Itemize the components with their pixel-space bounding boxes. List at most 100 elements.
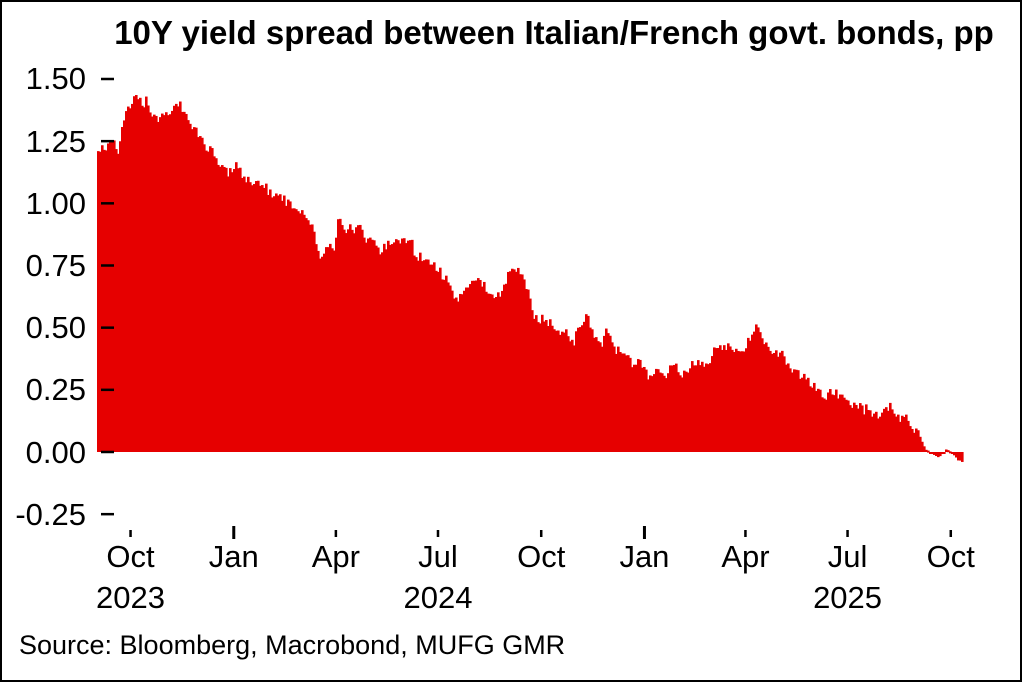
area-series-bar — [391, 244, 394, 452]
area-series-bar — [739, 351, 742, 452]
area-series-bar — [701, 361, 704, 452]
y-axis-label: 1.00 — [25, 185, 86, 221]
area-series-bar — [957, 452, 960, 461]
area-series-bar — [617, 346, 620, 452]
area-series-bar — [559, 334, 562, 452]
area-series-bar — [907, 420, 910, 452]
y-axis-label: 0.50 — [25, 310, 86, 346]
area-series-bar — [425, 259, 428, 452]
area-series-bar — [635, 364, 638, 452]
area-series-bar — [909, 426, 912, 452]
area-series-bar — [615, 353, 618, 452]
area-series-bar — [729, 346, 732, 452]
area-series-bar — [133, 96, 136, 453]
area-series-bar — [177, 106, 180, 452]
area-series-bar — [479, 279, 482, 452]
area-series-bar — [619, 351, 622, 452]
area-series-bar — [899, 421, 902, 452]
x-tick-mark — [744, 530, 747, 537]
area-series-bar — [717, 348, 720, 452]
area-series-bar — [845, 399, 848, 452]
area-series-bar — [201, 137, 204, 452]
area-series-bar — [569, 341, 572, 452]
area-series-bar — [677, 372, 680, 452]
area-series-bar — [349, 224, 352, 452]
area-series-bar — [355, 227, 358, 452]
area-series-bar — [477, 278, 480, 452]
area-series-bar — [245, 182, 248, 452]
area-series-bar — [267, 194, 270, 452]
area-series-bar — [647, 379, 650, 452]
area-series-bar — [911, 428, 914, 452]
x-axis-month-label: Jul — [418, 539, 458, 574]
area-series-bar — [875, 411, 878, 452]
area-series-bar — [811, 387, 814, 452]
area-series-bar — [857, 408, 860, 452]
area-series-bar — [365, 242, 368, 452]
area-series-bar — [953, 452, 956, 456]
area-series-bar — [903, 417, 906, 452]
x-tick-mark — [129, 530, 132, 537]
area-series-bar — [359, 224, 362, 452]
area-series-bar — [97, 151, 100, 452]
area-series-bar — [271, 197, 274, 452]
area-series-bar — [689, 368, 692, 452]
area-series-bar — [655, 368, 658, 452]
y-axis-label: 1.50 — [25, 61, 86, 97]
area-series-bar — [709, 363, 712, 452]
area-series-bar — [847, 400, 850, 452]
area-series-bar — [819, 389, 822, 452]
area-series-bar — [547, 326, 550, 452]
area-series-bar — [817, 388, 820, 452]
area-series-bar — [103, 149, 106, 453]
area-series-bar — [155, 115, 158, 453]
area-series-bar — [121, 127, 124, 453]
area-series-bar — [797, 370, 800, 452]
area-series-bar — [843, 397, 846, 452]
area-series-bar — [319, 258, 322, 452]
area-series-bar — [447, 282, 450, 452]
area-series-bar — [841, 394, 844, 452]
area-series-bar — [343, 229, 346, 452]
area-series-bar — [467, 287, 470, 452]
area-series-bar — [383, 243, 386, 452]
area-series-bar — [197, 137, 200, 453]
area-series-bar — [753, 331, 756, 452]
area-series-bar — [695, 365, 698, 452]
y-tick-mark — [101, 388, 114, 392]
area-series-bar — [785, 364, 788, 452]
area-series-bar — [157, 121, 160, 453]
area-series-bar — [571, 339, 574, 452]
x-axis-month-label: Oct — [517, 539, 566, 574]
area-series-bar — [733, 352, 736, 452]
x-tick-mark — [334, 530, 338, 537]
area-series-bar — [511, 268, 514, 452]
area-series-bar — [385, 249, 388, 452]
area-series-bar — [273, 196, 276, 452]
area-series-bar — [351, 229, 354, 452]
area-series-bar — [125, 111, 128, 452]
area-series-bar — [637, 359, 640, 452]
area-series-bar — [769, 350, 772, 452]
area-series-bar — [327, 247, 330, 452]
area-series-bar — [801, 377, 804, 452]
area-series-bar — [555, 330, 558, 452]
area-series-bar — [731, 349, 734, 452]
area-series-bar — [649, 375, 652, 452]
area-series-bar — [465, 287, 468, 452]
area-series-bar — [703, 366, 706, 452]
x-axis-month-label: Apr — [311, 539, 360, 574]
area-series-bar — [99, 151, 102, 452]
area-series-bar — [101, 145, 104, 452]
area-series-bar — [541, 314, 544, 452]
x-tick-mark — [539, 530, 543, 537]
area-series-bar — [457, 301, 460, 452]
area-series-bar — [311, 224, 314, 452]
area-series-bar — [913, 432, 916, 452]
area-series-bar — [651, 376, 654, 452]
area-series-bar — [211, 148, 214, 453]
area-series-bar — [527, 289, 530, 452]
area-series-bar — [931, 452, 934, 454]
area-series-bar — [937, 452, 940, 458]
area-series-bar — [705, 363, 708, 452]
